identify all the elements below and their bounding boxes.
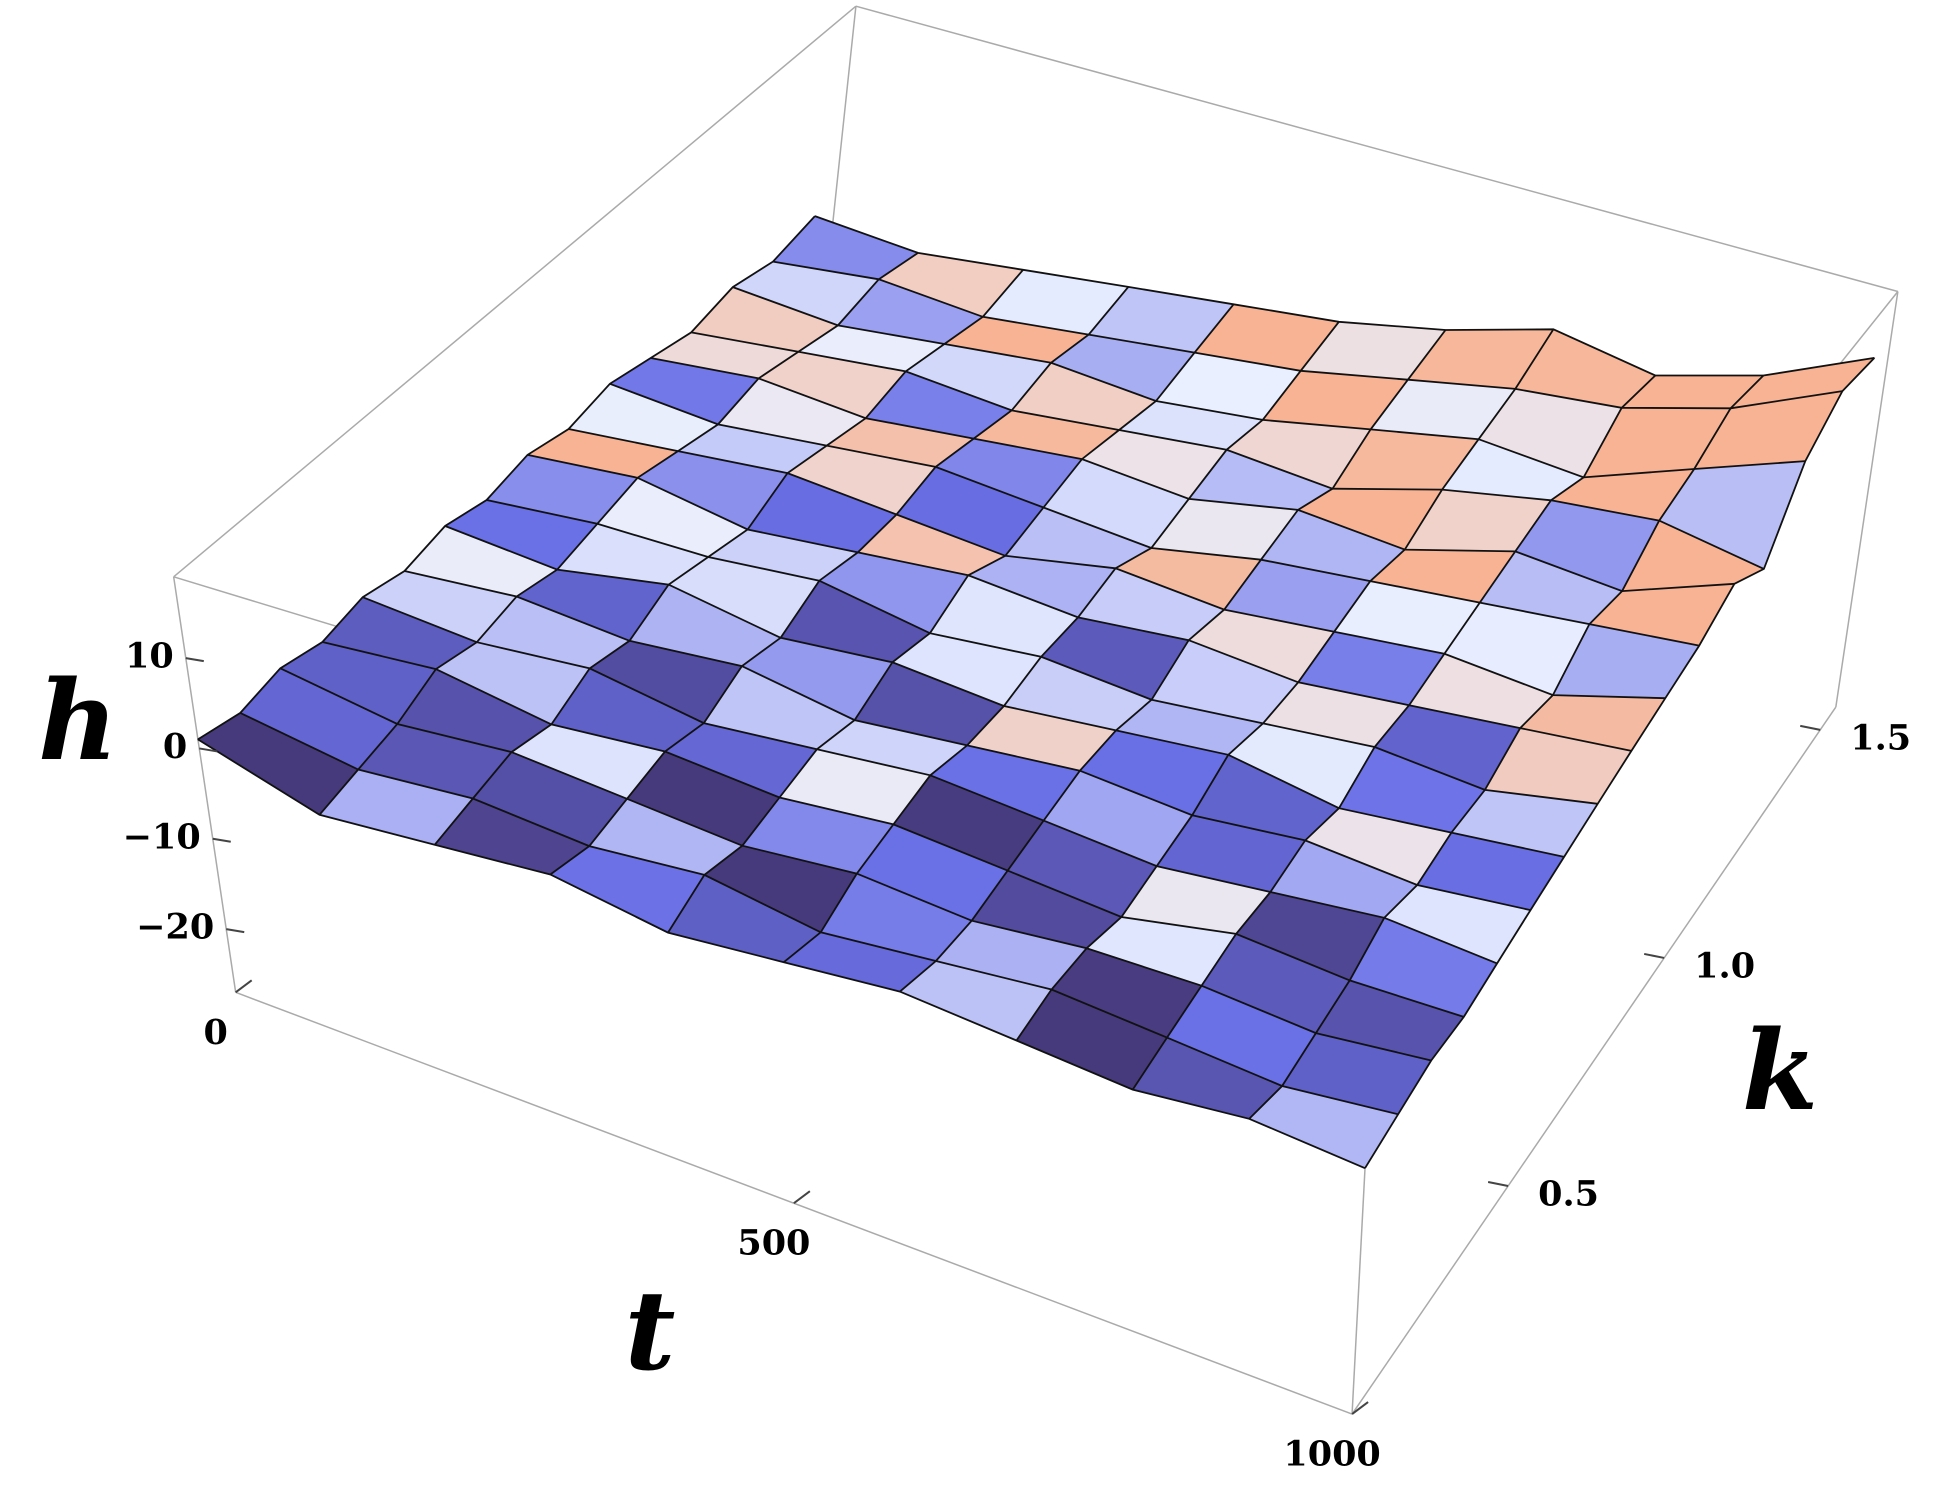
mesh-line-k — [1364, 357, 1876, 1169]
mesh — [197, 215, 1876, 1170]
y-tick — [1800, 724, 1821, 731]
y-tick-label: 1.0 — [1694, 945, 1755, 986]
y-tick-label: 1.5 — [1850, 717, 1911, 758]
y-tick — [1487, 1181, 1509, 1187]
z-tick — [226, 928, 245, 934]
x-tick-label: 500 — [737, 1223, 810, 1264]
z-axis-label: h — [38, 656, 118, 785]
box-edge — [1351, 706, 1837, 1415]
mesh-line-k — [318, 252, 919, 816]
z-tick-label: −10 — [123, 816, 201, 857]
z-tick-label: −20 — [136, 907, 214, 948]
mesh-line-k — [667, 303, 1235, 934]
mesh-line-k — [899, 329, 1447, 993]
y-tick-label: 0.5 — [1538, 1174, 1599, 1215]
x-tick — [793, 1190, 811, 1205]
z-tick — [199, 747, 218, 753]
x-tick — [1351, 1401, 1369, 1415]
x-tick-label: 0 — [204, 1012, 228, 1053]
axes: −20 −10 0 10 0 500 1000 0.5 1.0 1.5 — [123, 636, 1911, 1475]
z-tick-label: 10 — [125, 636, 174, 677]
mesh-line-k — [197, 215, 816, 741]
surface — [197, 215, 1876, 1169]
mesh-line-k — [1248, 374, 1765, 1120]
mesh-line-k — [1131, 374, 1656, 1091]
box-edge — [172, 576, 237, 993]
y-axis-label: k — [1742, 1006, 1818, 1135]
x-tick-label: 1000 — [1283, 1434, 1380, 1475]
box-edge — [1835, 291, 1899, 708]
mesh-line-k — [549, 286, 1129, 876]
z-tick-label: 0 — [163, 726, 187, 767]
mesh-line-k — [434, 269, 1024, 846]
z-tick — [185, 657, 204, 663]
x-axis-label: t — [625, 1266, 676, 1395]
x-tick — [235, 979, 253, 994]
box-edge — [855, 5, 1899, 293]
y-tick — [1643, 952, 1665, 959]
mesh-line-k — [783, 321, 1340, 963]
mesh-line-k — [1015, 328, 1555, 1042]
z-tick — [212, 837, 231, 843]
box-edge — [173, 5, 857, 578]
